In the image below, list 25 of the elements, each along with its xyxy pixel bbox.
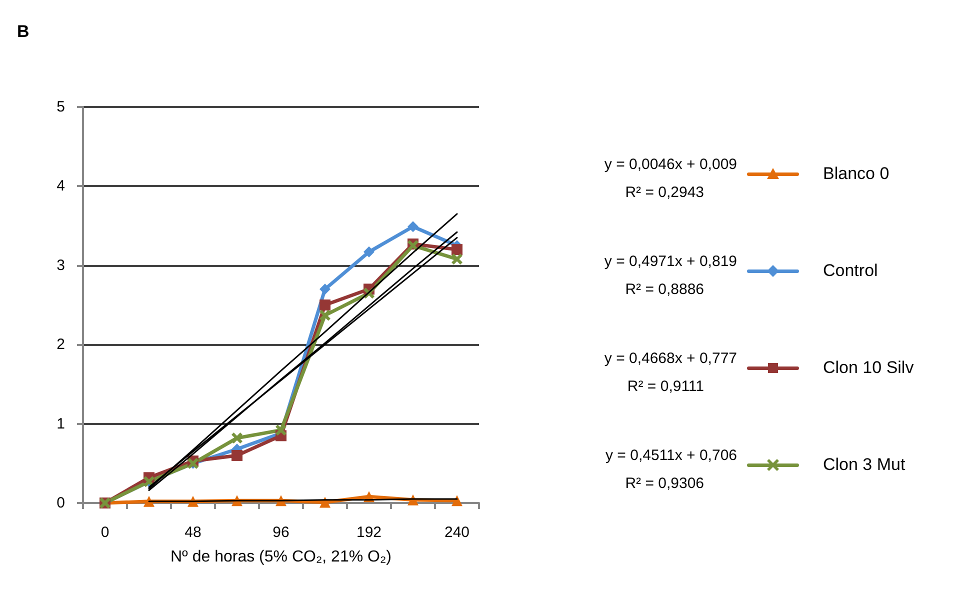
legend-label: Blanco 0 xyxy=(823,164,890,184)
x-tick-label: 48 xyxy=(184,524,202,541)
text: y = 0,4511x + 0,706 xyxy=(606,447,738,464)
legend-label: Clon 10 Silv xyxy=(823,358,914,378)
text: R² = 0,9111 xyxy=(627,378,704,395)
legend-label: Control xyxy=(823,261,878,281)
x-tick-label: 0 xyxy=(100,524,110,541)
text: y = 0,0046x + 0,009 xyxy=(604,156,738,173)
text: R² = 0,9306 xyxy=(625,475,704,492)
text: R² = 0,8886 xyxy=(625,281,704,298)
y-tick-label: 0 xyxy=(56,494,65,512)
x-tick-label: 96 xyxy=(272,524,290,541)
y-tick-label: 3 xyxy=(56,256,65,274)
text: y = 0,4668x + 0,777 xyxy=(604,350,738,367)
text: y = 0,4971x + 0,819 xyxy=(604,253,738,270)
legend-label: Clon 3 Mut xyxy=(823,455,906,475)
y-tick-label: 2 xyxy=(56,336,65,354)
y-tick-label: 4 xyxy=(56,178,65,195)
x-tick-label: 240 xyxy=(444,524,470,541)
x-axis-title: Nº de horas (5% CO₂, 21% O₂) xyxy=(170,548,392,566)
text: R² = 0,2943 xyxy=(625,184,704,201)
chart-title: B xyxy=(17,22,30,41)
y-tick-label: 5 xyxy=(56,98,65,116)
x-tick-label: 192 xyxy=(356,524,382,541)
y-tick-label: 1 xyxy=(56,415,65,432)
